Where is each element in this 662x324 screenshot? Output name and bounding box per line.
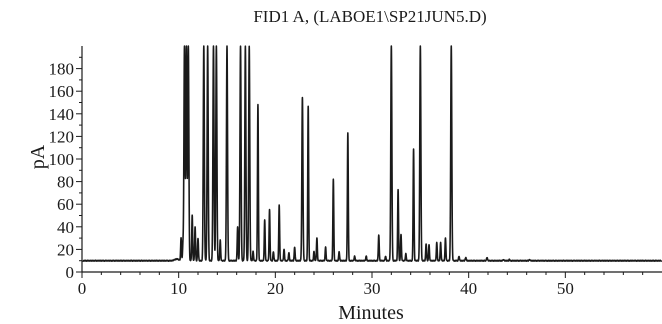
x-tick-label: 10: [170, 279, 187, 298]
x-tick-label: 0: [78, 279, 87, 298]
y-tick-label: 0: [66, 263, 75, 282]
y-tick-label: 120: [49, 127, 75, 146]
y-tick-label: 20: [57, 240, 74, 259]
chromatogram-trace: [82, 45, 662, 262]
y-axis-label: pA: [27, 144, 49, 169]
x-axis-label: Minutes: [338, 302, 404, 324]
y-tick-label: 160: [49, 82, 75, 101]
x-tick-label: 30: [364, 279, 381, 298]
y-tick-label: 140: [49, 105, 75, 124]
plot-area: 0 20 40 60 80 100 120 140 160 180 0 10 20 30 40 50: [49, 45, 662, 298]
y-tick-label: 180: [49, 60, 75, 79]
chart-title: FID1 A, (LABOE1\SP21JUN5.D): [253, 7, 486, 26]
x-tick-label: 50: [557, 279, 574, 298]
x-tick-label: 20: [267, 279, 284, 298]
y-tick-label: 60: [57, 195, 74, 214]
y-tick-label: 100: [49, 150, 75, 169]
y-tick-label: 40: [57, 218, 74, 237]
x-tick-label: 40: [460, 279, 477, 298]
y-tick-label: 80: [57, 173, 74, 192]
